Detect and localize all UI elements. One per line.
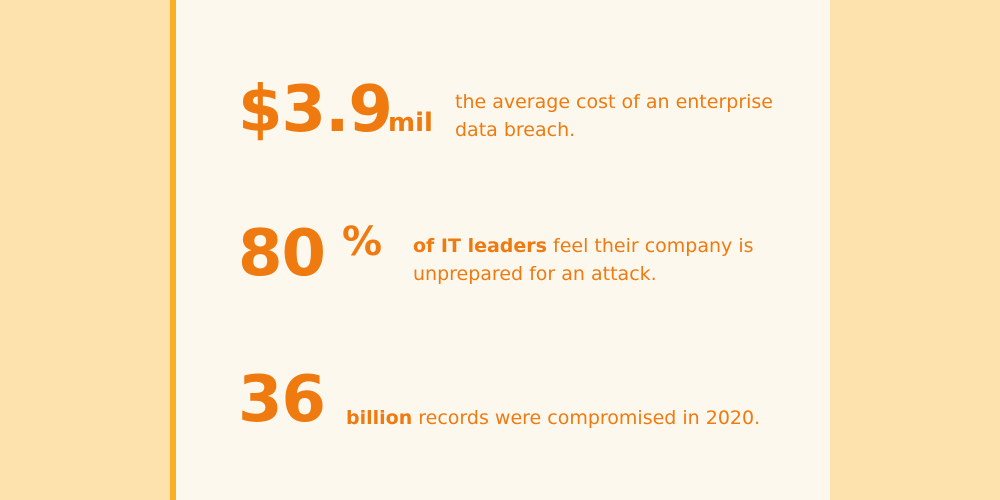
stat-unit: mil: [388, 108, 433, 138]
stat-number: 80: [238, 217, 326, 291]
stat-description: of IT leaders feel their company is unpr…: [413, 232, 754, 288]
stat-number: $3.9: [238, 73, 393, 147]
stat-highlight: billion: [346, 407, 413, 429]
stat-description: the average cost of an enterprise data b…: [455, 88, 773, 144]
stat-description-text: records were compromised in 2020.: [412, 407, 761, 429]
stat-description-text: feel their company is: [546, 235, 754, 257]
stat-description-line: billion records were compromised in 2020…: [346, 404, 760, 432]
accent-bar: [170, 0, 176, 500]
stat-number: 36: [238, 363, 326, 437]
stat-highlight: of IT leaders: [413, 235, 547, 257]
stat-description-line: the average cost of an enterprise: [455, 91, 773, 113]
stat-description-line: unprepared for an attack.: [413, 263, 657, 285]
content-panel: $3.9 mil the average cost of an enterpri…: [170, 0, 830, 500]
stat-description-line: of IT leaders feel their company is: [413, 232, 754, 260]
stat-unit: %: [342, 219, 383, 265]
stat-description-line: data breach.: [455, 119, 576, 141]
stat-description: billion records were compromised in 2020…: [346, 404, 760, 432]
